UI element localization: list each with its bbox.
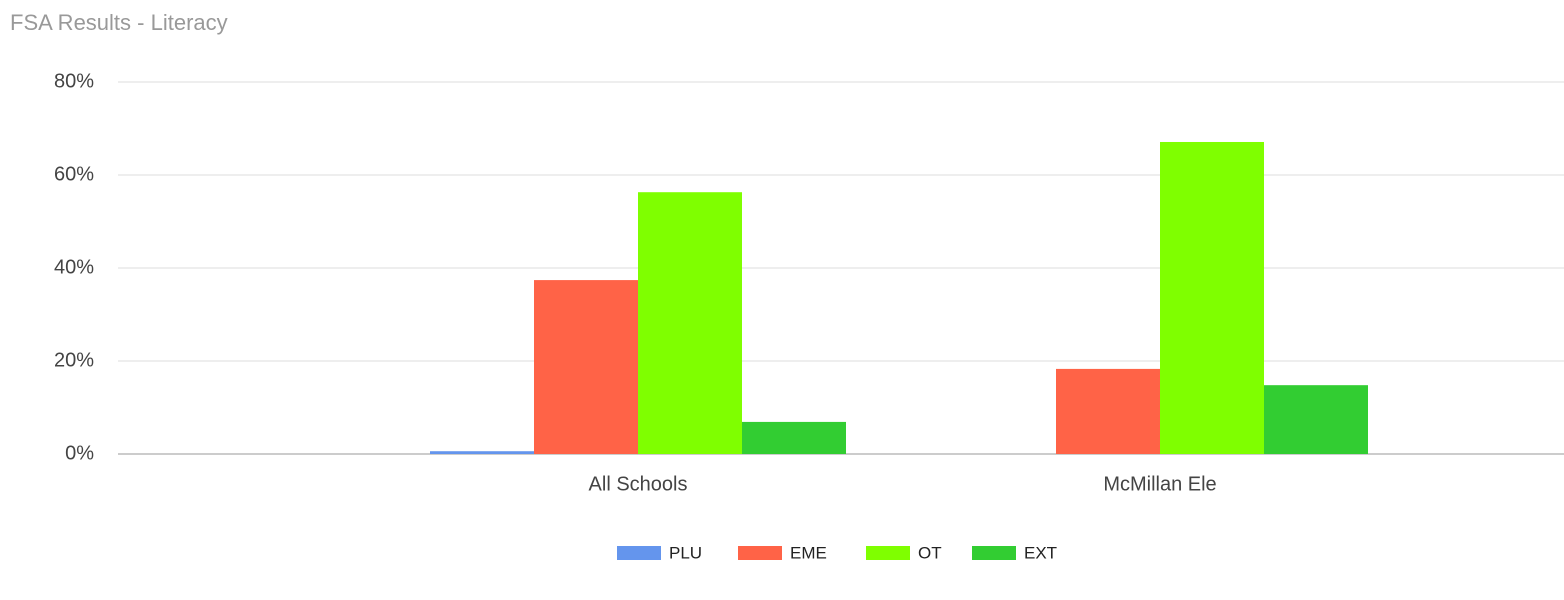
bar [430, 451, 534, 454]
legend-swatch [738, 546, 782, 560]
bar [742, 421, 846, 454]
x-tick-label: McMillan Ele [1103, 473, 1216, 495]
bar [1160, 141, 1264, 455]
y-tick-label: 0% [65, 442, 94, 464]
legend-label: EME [790, 543, 827, 562]
y-tick-label: 60% [54, 163, 94, 185]
x-tick-label: All Schools [589, 473, 688, 495]
chart-title: FSA Results - Literacy [10, 10, 228, 35]
legend-label: PLU [669, 543, 702, 562]
legend-swatch [617, 546, 661, 560]
legend-swatch [972, 546, 1016, 560]
bar [534, 280, 638, 454]
legend-label: OT [918, 543, 942, 562]
y-tick-label: 80% [54, 70, 94, 92]
bar [638, 192, 742, 454]
legend-label: EXT [1024, 543, 1057, 562]
y-tick-label: 40% [54, 256, 94, 278]
y-tick-label: 20% [54, 349, 94, 371]
bar [1056, 368, 1160, 454]
legend-swatch [866, 546, 910, 560]
bar [1264, 385, 1368, 454]
